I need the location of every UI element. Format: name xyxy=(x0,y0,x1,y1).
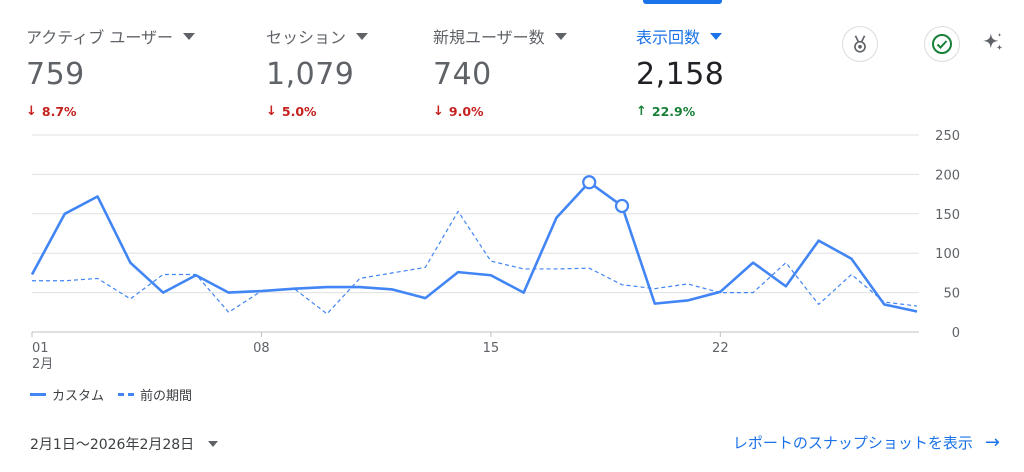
sparkle-icon[interactable] xyxy=(976,26,1010,60)
view-snapshot-link[interactable]: レポートのスナップショットを表示 → xyxy=(733,432,1000,453)
highlight-point xyxy=(582,175,597,190)
metric-change-value: 5.0% xyxy=(281,104,317,119)
metric-value: 1,079 xyxy=(266,57,355,92)
x-tick-label: 15 xyxy=(483,341,500,356)
metric-change-value: 9.0% xyxy=(448,104,484,119)
metric-label-text: 新規ユーザー数 xyxy=(433,28,545,47)
chart-legend: カスタム 前の期間 xyxy=(30,385,206,404)
caret-down-icon xyxy=(554,32,567,40)
metric-label[interactable]: 表示回数 xyxy=(636,24,724,48)
y-tick-label: 250 xyxy=(935,129,960,144)
arrow-up-icon: ↑ xyxy=(636,104,647,119)
metric-value: 759 xyxy=(26,57,85,92)
y-tick-label: 150 xyxy=(935,208,960,223)
legend-item-previous[interactable]: 前の期間 xyxy=(118,385,192,404)
metric-change: ↑ 22.9% xyxy=(636,104,724,119)
metric-label[interactable]: アクティブ ユーザー xyxy=(26,24,196,48)
arrow-right-icon: → xyxy=(984,432,1000,453)
arrow-down-icon: ↓ xyxy=(26,104,37,119)
chevron-down-icon xyxy=(208,441,219,447)
x-tick-label: 01 xyxy=(32,341,49,356)
metric-card[interactable]: アクティブ ユーザー 759 ↓ 8.7% xyxy=(26,24,196,119)
date-range-selector[interactable]: 2月1日〜2026年2月28日 xyxy=(30,434,219,454)
y-tick-label: 50 xyxy=(943,287,960,302)
metric-card[interactable]: 表示回数 2,158 ↑ 22.9% xyxy=(636,24,724,119)
metric-label-text: セッション xyxy=(266,28,347,47)
caret-down-icon xyxy=(183,32,196,40)
highlight-point xyxy=(614,198,630,214)
check-circle-icon[interactable] xyxy=(924,26,960,62)
metric-label[interactable]: 新規ユーザー数 xyxy=(433,24,567,48)
legend-label-current: カスタム xyxy=(52,389,105,404)
legend-swatch-solid xyxy=(30,393,46,396)
legend-item-current[interactable]: カスタム xyxy=(30,385,104,404)
metric-change: ↓ 9.0% xyxy=(433,104,567,119)
metric-label-text: 表示回数 xyxy=(636,28,701,47)
metric-change: ↓ 8.7% xyxy=(26,104,195,119)
metric-change: ↓ 5.0% xyxy=(266,104,368,119)
x-tick-label: 22 xyxy=(712,341,729,356)
view-snapshot-label: レポートのスナップショットを表示 xyxy=(732,434,973,452)
caret-down-icon xyxy=(356,32,369,40)
series-line-previous xyxy=(32,210,918,315)
y-tick-label: 200 xyxy=(935,168,960,183)
date-range-label: 2月1日〜2026年2月28日 xyxy=(30,437,195,453)
legend-label-previous: 前の期間 xyxy=(140,389,193,404)
legend-swatch-dashed xyxy=(118,393,135,396)
metric-value: 2,158 xyxy=(636,57,725,92)
series-line-current xyxy=(30,180,918,313)
x-tick-sublabel: 2月 xyxy=(32,357,53,370)
metric-change-value: 22.9% xyxy=(651,104,696,119)
metric-label[interactable]: セッション xyxy=(266,24,369,48)
y-tick-label: 100 xyxy=(935,247,960,262)
arrow-down-icon: ↓ xyxy=(266,104,277,119)
active-tab-indicator xyxy=(643,0,722,4)
arrow-down-icon: ↓ xyxy=(433,104,444,119)
metric-value: 740 xyxy=(433,57,492,92)
metric-change-value: 8.7% xyxy=(41,104,77,119)
caret-down-icon xyxy=(710,32,723,40)
y-tick-label: 0 xyxy=(952,326,960,341)
metric-card[interactable]: セッション 1,079 ↓ 5.0% xyxy=(266,24,369,119)
insights-medal-icon[interactable] xyxy=(842,26,878,62)
metric-card[interactable]: 新規ユーザー数 740 ↓ 9.0% xyxy=(433,24,567,119)
metric-label-text: アクティブ ユーザー xyxy=(26,28,174,47)
x-tick-label: 08 xyxy=(253,341,270,356)
